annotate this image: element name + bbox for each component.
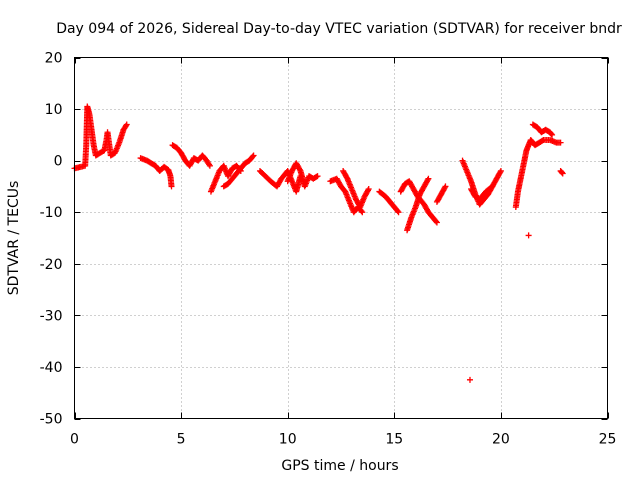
data-point — [424, 176, 431, 183]
data-point — [488, 184, 495, 191]
data-point — [441, 184, 448, 191]
y-tick-label: -10 — [40, 205, 63, 221]
data-point — [206, 161, 213, 168]
data-point — [296, 166, 303, 173]
axis-ticks — [74, 57, 609, 420]
data-point — [442, 183, 449, 190]
data-point — [525, 232, 532, 239]
grid-lines — [74, 57, 608, 419]
y-tick-label: -30 — [40, 308, 63, 324]
data-point — [365, 187, 372, 194]
data-point — [168, 183, 175, 190]
data-point — [365, 186, 372, 193]
data-point — [489, 183, 496, 190]
plot-frame — [74, 57, 608, 419]
data-points — [71, 103, 566, 383]
data-point — [497, 167, 504, 174]
data-point — [394, 208, 401, 215]
y-tick-label: 0 — [54, 154, 63, 170]
data-point — [433, 218, 440, 225]
data-point — [433, 219, 440, 226]
data-point — [497, 169, 504, 176]
y-tick-label: -40 — [40, 360, 63, 376]
data-point — [395, 209, 402, 216]
data-point — [250, 152, 257, 159]
y-tick-label: -50 — [40, 412, 63, 428]
x-tick-label: 15 — [385, 432, 403, 448]
data-point — [466, 376, 473, 383]
data-point — [549, 131, 556, 138]
data-point — [343, 174, 350, 181]
data-point — [122, 122, 129, 129]
x-tick-label: 20 — [492, 432, 510, 448]
data-point — [425, 175, 432, 182]
x-tick-label: 25 — [599, 432, 617, 448]
data-point — [559, 170, 566, 177]
chart-title: Day 094 of 2026, Sidereal Day-to-day VTE… — [56, 21, 622, 37]
x-tick-label: 0 — [70, 432, 79, 448]
y-tick-label: 20 — [45, 51, 63, 67]
data-point — [559, 169, 566, 176]
x-tick-label: 10 — [279, 432, 297, 448]
y-tick-labels: 20 10 0 -10 -20 -30 -40 -50 — [40, 51, 63, 428]
data-point — [206, 162, 213, 169]
data-point — [249, 153, 256, 160]
data-point — [123, 121, 130, 128]
data-point — [358, 208, 365, 215]
y-tick-label: 10 — [45, 102, 63, 118]
data-point — [548, 130, 555, 137]
x-tick-labels: 0 5 10 15 20 25 — [70, 432, 616, 448]
y-tick-label: -20 — [40, 257, 63, 273]
x-tick-label: 5 — [177, 432, 186, 448]
y-axis-label: SDTVAR / TECUs — [6, 181, 22, 296]
data-point — [359, 209, 366, 216]
data-point — [314, 173, 321, 180]
data-point — [557, 139, 564, 146]
x-axis-label: GPS time / hours — [281, 458, 398, 474]
